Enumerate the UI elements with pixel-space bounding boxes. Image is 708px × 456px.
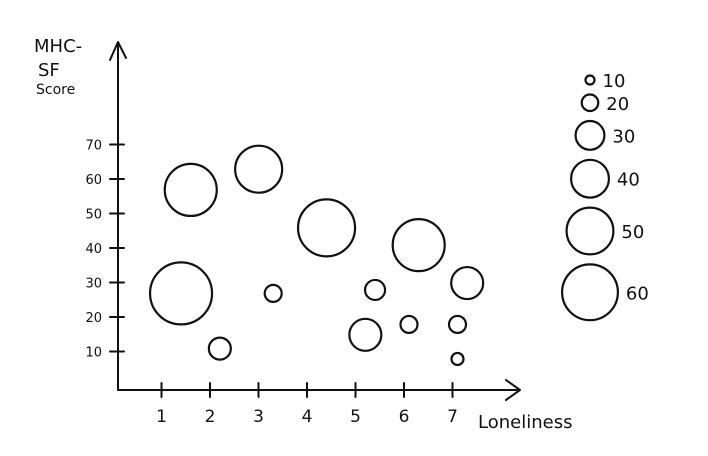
y-tick-label: 30 bbox=[85, 277, 102, 292]
bubble-point bbox=[207, 336, 232, 361]
y-axis-title-line-1: MHC- bbox=[34, 36, 82, 57]
legend-label: 10 bbox=[603, 71, 626, 92]
bubble-point bbox=[450, 351, 465, 367]
x-tick-label: 7 bbox=[447, 407, 458, 427]
bubble-point bbox=[363, 278, 387, 302]
x-axis-arrow bbox=[505, 379, 521, 401]
bubble-point bbox=[163, 162, 218, 217]
bubble-point bbox=[234, 144, 284, 194]
legend-label: 60 bbox=[626, 283, 649, 304]
bubble-point bbox=[348, 317, 383, 352]
legend-label: 50 bbox=[621, 222, 644, 243]
bubble-point bbox=[296, 198, 357, 258]
legend-bubble bbox=[560, 263, 619, 322]
legend-label: 20 bbox=[606, 94, 629, 115]
legend-bubble bbox=[584, 74, 596, 86]
y-tick-label: 10 bbox=[85, 346, 102, 361]
x-ticks: 1 2 3 4 5 6 7 bbox=[156, 382, 458, 427]
y-tick-label: 50 bbox=[85, 208, 102, 223]
x-tick-label: 2 bbox=[205, 407, 216, 427]
bubble-point bbox=[447, 314, 468, 335]
x-tick-label: 3 bbox=[253, 407, 264, 427]
bubble-point bbox=[148, 261, 214, 326]
bubble-point bbox=[399, 314, 419, 335]
legend-bubble bbox=[574, 119, 606, 151]
x-tick-label: 4 bbox=[302, 407, 313, 427]
legend-bubble bbox=[565, 206, 615, 256]
legend-bubble bbox=[580, 93, 600, 113]
bubbles bbox=[148, 144, 485, 367]
y-tick-label: 60 bbox=[85, 173, 102, 188]
y-axis-arrow bbox=[109, 41, 127, 61]
y-ticks: 10 20 30 40 50 60 70 bbox=[85, 139, 125, 361]
y-tick-label: 20 bbox=[85, 311, 102, 326]
legend-label: 30 bbox=[612, 126, 635, 147]
bubble-point bbox=[450, 265, 485, 301]
y-axis-title-line-3: Score bbox=[36, 82, 75, 98]
legend-label: 40 bbox=[617, 170, 640, 191]
x-tick-label: 6 bbox=[399, 407, 410, 427]
x-axis-title: Loneliness bbox=[478, 412, 572, 433]
y-tick-label: 40 bbox=[85, 242, 102, 257]
y-axis-title-line-2: SF bbox=[38, 60, 60, 81]
x-tick-label: 5 bbox=[350, 407, 361, 427]
x-tick-label: 1 bbox=[156, 407, 167, 427]
y-tick-label: 70 bbox=[85, 139, 102, 154]
legend-bubble bbox=[569, 158, 610, 199]
bubble-point bbox=[391, 218, 446, 273]
bubble-point bbox=[263, 283, 283, 303]
